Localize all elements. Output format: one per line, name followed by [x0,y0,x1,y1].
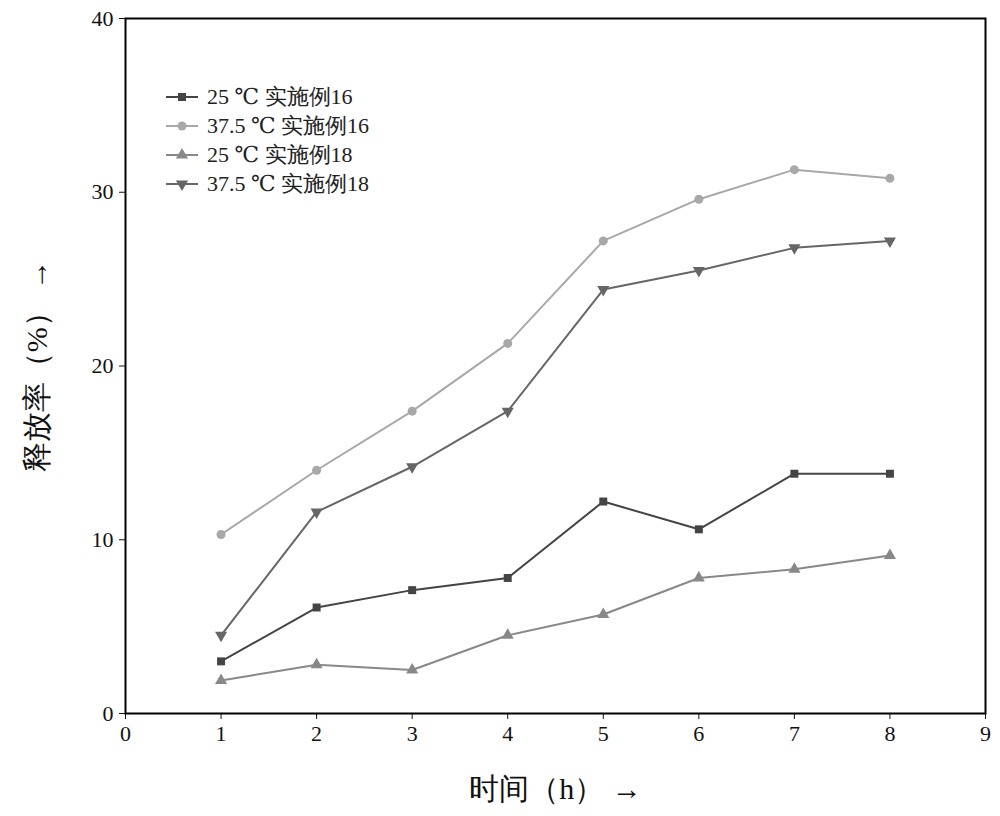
svg-text:8: 8 [884,721,895,746]
html-text:25 ℃ 实施例18: 25 ℃ 实施例18 [207,141,353,167]
svg-text:7: 7 [789,721,800,746]
svg-text:1: 1 [216,721,227,746]
svg-text:20: 20 [92,353,114,378]
svg-text:释放率（%） →: 释放率（%） → [20,260,53,473]
svg-text:0: 0 [120,721,131,746]
svg-text:6: 6 [693,721,704,746]
svg-text:40: 40 [92,6,114,31]
html-text:25 ℃ 实施例16: 25 ℃ 实施例16 [207,83,353,109]
svg-text:10: 10 [92,527,114,552]
html-text:37.5 ℃ 实施例18: 37.5 ℃ 实施例18 [207,170,370,196]
svg-text:5: 5 [598,721,609,746]
html-text:37.5 ℃ 实施例16: 37.5 ℃ 实施例16 [207,112,370,138]
svg-text:2: 2 [311,721,322,746]
svg-text:3: 3 [407,721,418,746]
svg-text:9: 9 [980,721,991,746]
svg-text:时间（h） →: 时间（h） → [469,772,642,805]
svg-text:0: 0 [103,701,114,726]
svg-text:4: 4 [502,721,513,746]
svg-text:30: 30 [92,179,114,204]
